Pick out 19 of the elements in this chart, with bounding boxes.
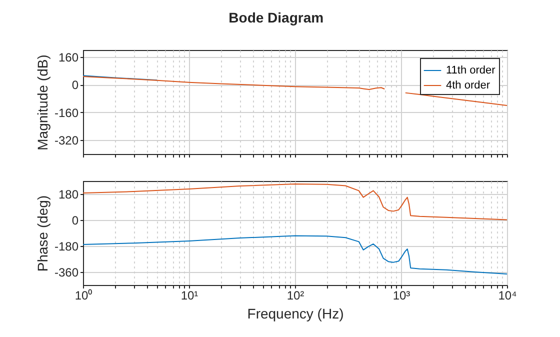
x-tick-label: 10⁰ <box>74 288 92 302</box>
legend-label: 4th order <box>446 80 490 92</box>
x-tick-label: 10² <box>286 288 304 302</box>
y-tick-label: -320 <box>54 134 79 148</box>
y-tick-label: 0 <box>72 214 79 228</box>
y-tick-label: 160 <box>58 50 79 64</box>
x-tick-label: 10³ <box>392 288 410 302</box>
y-axis-title: Phase (deg) <box>34 195 50 272</box>
y-tick-label: 0 <box>72 78 79 92</box>
y-tick-label: -180 <box>54 240 79 254</box>
y-axis-title: Magnitude (dB) <box>34 54 50 150</box>
x-tick-label: 10¹ <box>180 288 198 302</box>
y-tick-label: -360 <box>54 266 79 280</box>
y-tick-label: -160 <box>54 106 79 120</box>
y-tick-label: 180 <box>58 188 79 202</box>
chart-title: Bode Diagram <box>228 10 324 26</box>
legend-label: 11th order <box>446 64 496 76</box>
x-tick-label: 10⁴ <box>498 288 517 302</box>
x-axis-title: Frequency (Hz) <box>247 306 344 322</box>
